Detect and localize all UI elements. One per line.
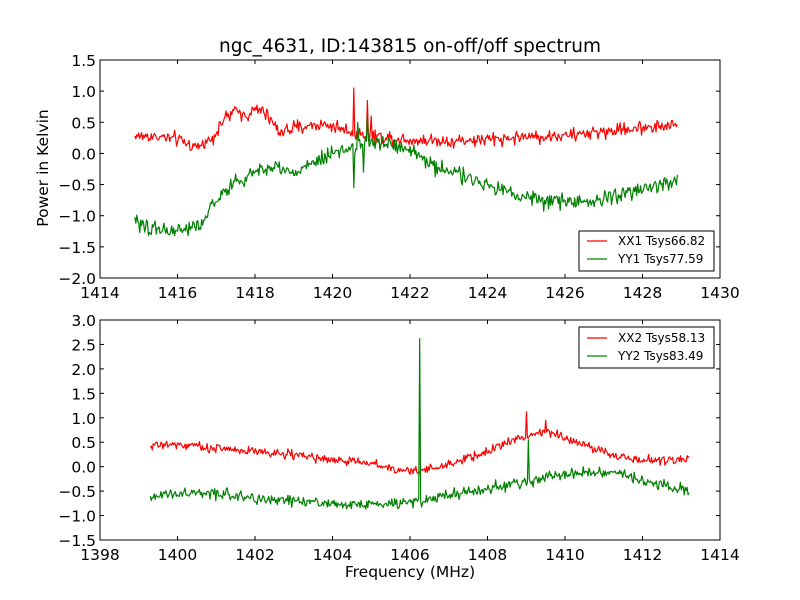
x-tick-label: 1416 [158,284,197,302]
y-tick-label: −1.0 [58,508,96,526]
x-tick-label: 1404 [313,546,352,564]
top-legend: XX1 Tsys66.82 YY1 Tsys77.59 [578,230,715,272]
x-tick-label: 1414 [700,546,739,564]
x-tick-label: 1422 [390,284,429,302]
top-ticks: 1414 1416 1418 1420 1422 1424 1426 1428 1430 1.5 1… [58,52,739,302]
series-line-xx2 [149,411,690,475]
x-tick-label: 1400 [158,546,197,564]
y-tick-label: −2.0 [58,270,96,288]
y-tick-label: 1.0 [71,83,96,101]
series-line-yy2 [149,337,690,510]
legend-label-xx1: XX1 Tsys66.82 [618,234,705,248]
y-tick-label: 0.5 [71,114,96,132]
x-tick-label: 1420 [313,284,352,302]
y-tick-label: 3.0 [71,312,96,330]
y-tick-label: −0.5 [58,483,96,501]
y-tick-label: −0.5 [58,177,96,195]
x-tick-label: 1408 [468,546,507,564]
top-y-axis-label: Power in Kelvin [34,109,52,226]
x-tick-label: 1430 [700,284,739,302]
y-tick-label: −1.5 [58,239,96,257]
x-axis-label: Frequency (MHz) [345,563,475,581]
x-tick-label: 1414 [80,284,119,302]
y-tick-label: −1.5 [58,532,96,550]
y-tick-label: −1.0 [58,208,96,226]
x-tick-label: 1418 [235,284,274,302]
y-tick-label: 1.5 [71,52,96,70]
x-tick-label: 1410 [545,546,584,564]
chart-title: ngc_4631, ID:143815 on-off/off spectrum [219,36,601,57]
y-tick-label: 2.5 [71,336,96,354]
legend-label-yy1: YY1 Tsys77.59 [617,252,703,266]
series-line-xx1 [134,87,678,151]
x-tick-label: 1402 [235,546,274,564]
x-tick-label: 1412 [623,546,662,564]
y-tick-label: 2.0 [71,361,96,379]
x-tick-label: 1426 [545,284,584,302]
x-tick-label: 1406 [390,546,429,564]
bottom-ticks: 1398 1400 1402 1404 1406 1408 1410 1412 1414 3.0 2… [58,312,739,564]
bottom-legend-box [578,326,715,369]
y-tick-label: 0.5 [71,434,96,452]
x-tick-label: 1428 [623,284,662,302]
top-series-group [134,87,678,237]
series-line-yy1 [134,115,678,237]
bottom-axes: 1398 1400 1402 1404 1406 1408 1410 1412 1414 3.0 2… [58,312,739,581]
x-tick-label: 1398 [80,546,119,564]
legend-label-xx2: XX2 Tsys58.13 [618,331,705,345]
legend-label-yy2: YY2 Tsys83.49 [617,349,703,363]
top-legend-box [578,230,715,272]
y-tick-label: 0.0 [71,145,96,163]
top-axes: 1414 1416 1418 1420 1422 1424 1426 1428 1430 1.5 1… [34,52,740,302]
bottom-series-group [149,337,690,510]
y-tick-label: 0.0 [71,459,96,477]
x-tick-label: 1424 [468,284,507,302]
y-tick-label: 1.0 [71,410,96,428]
bottom-legend: XX2 Tsys58.13 YY2 Tsys83.49 [578,326,715,369]
y-tick-label: 1.5 [71,385,96,403]
